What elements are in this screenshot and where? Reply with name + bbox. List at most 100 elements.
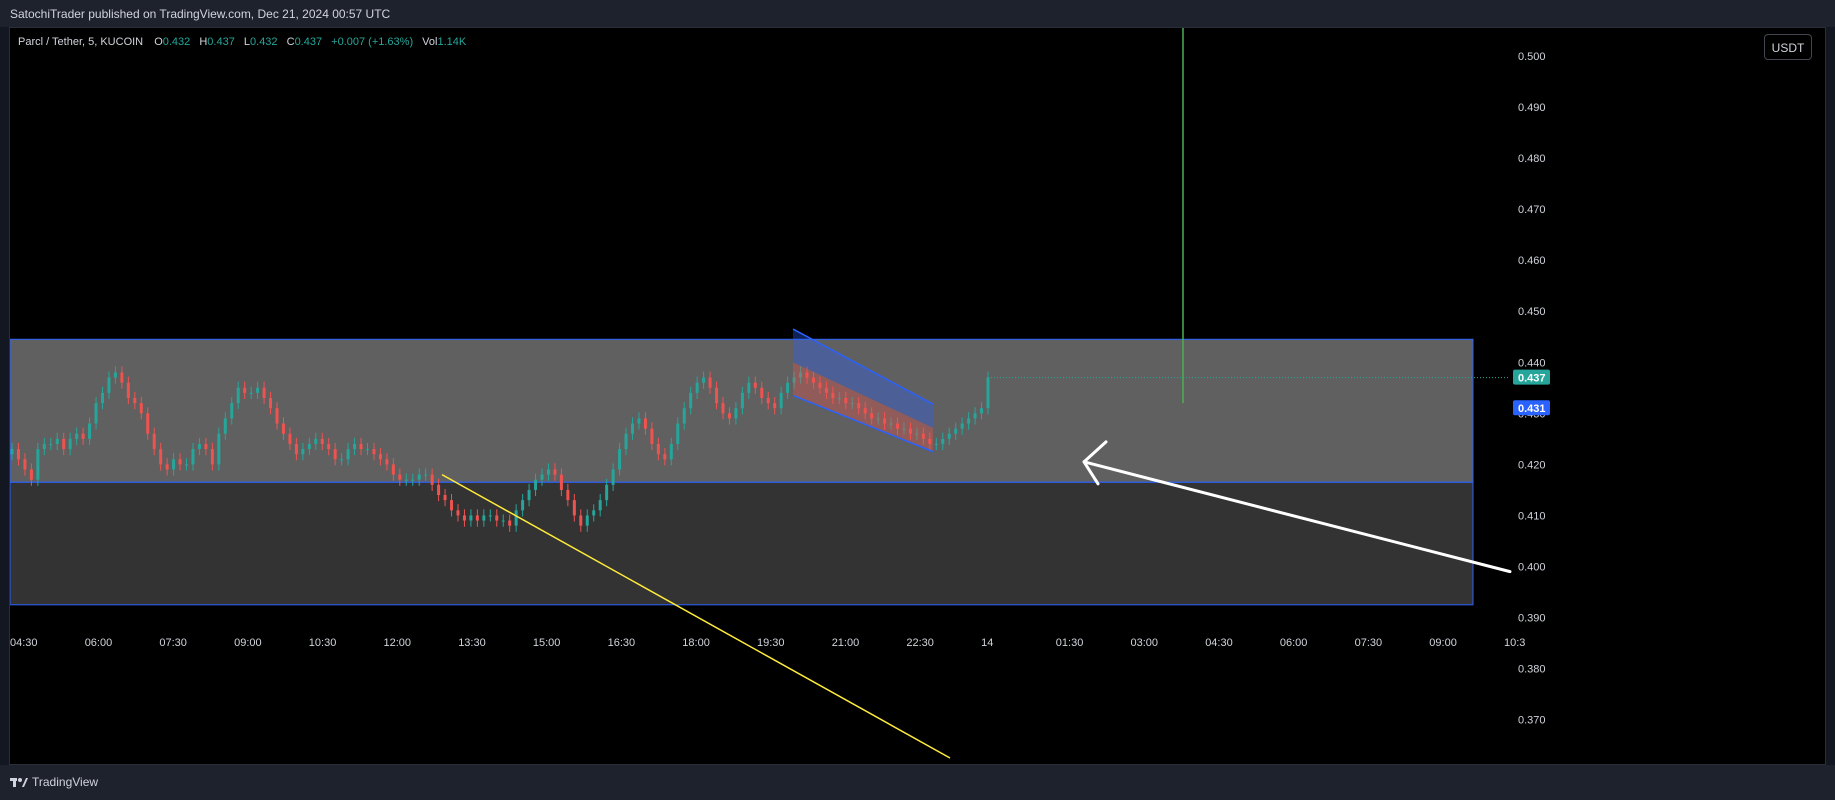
- candle-body: [760, 387, 764, 398]
- candle-body: [844, 398, 848, 404]
- publish-info: SatochiTrader published on TradingView.c…: [10, 7, 391, 21]
- candle-body: [450, 500, 454, 511]
- chart-pane[interactable]: Parcl / Tether, 5, KUCOIN O0.432 H0.437 …: [9, 27, 1826, 765]
- white-arrow-shaft[interactable]: [1082, 460, 1512, 574]
- candle-body: [185, 464, 189, 466]
- candle-body: [650, 428, 654, 444]
- candle-body: [689, 392, 693, 409]
- candle-body: [941, 438, 945, 444]
- current-price-badge: [1513, 369, 1550, 385]
- candle-body: [753, 382, 757, 388]
- time-tick-label: 18:00: [682, 637, 710, 649]
- candle-body: [437, 484, 441, 496]
- candle-body: [811, 377, 815, 383]
- close-label: C: [286, 36, 295, 48]
- candle-body: [172, 459, 176, 470]
- candle-body: [94, 403, 98, 424]
- price-tick-label: 0.410: [1518, 510, 1546, 522]
- candle-body: [23, 459, 27, 470]
- candle-body: [301, 449, 305, 455]
- time-tick-label: 12:00: [384, 637, 412, 649]
- flag-channel-lower-fill: [793, 362, 933, 452]
- white-arrow-head[interactable]: [1082, 440, 1108, 486]
- candle-body: [210, 449, 214, 465]
- candle-body: [353, 443, 357, 450]
- candle-body: [320, 438, 324, 444]
- flag-channel-upper-fill: [793, 329, 933, 428]
- candle-body: [81, 433, 85, 439]
- currency-button[interactable]: USDT: [1764, 34, 1812, 60]
- candle-body: [786, 382, 790, 393]
- open-label: O: [154, 36, 163, 48]
- candle-body: [236, 387, 240, 404]
- time-tick-label: 07:30: [159, 637, 187, 649]
- candle-body: [281, 423, 285, 434]
- publish-header-bar: SatochiTrader published on TradingView.c…: [0, 0, 1835, 27]
- lower-range-box[interactable]: [10, 481, 1474, 606]
- candle-body: [501, 520, 505, 522]
- price-tick-label: 0.500: [1518, 51, 1546, 63]
- candle-body: [178, 459, 182, 465]
- candle-body: [55, 438, 59, 444]
- candle-body: [269, 398, 273, 409]
- flag-channel-upper-line[interactable]: [792, 328, 934, 405]
- price-tick-label: 0.380: [1518, 664, 1546, 676]
- candle-body: [16, 449, 20, 460]
- candle-body: [10, 449, 14, 455]
- tradingview-label: TradingView: [32, 775, 99, 789]
- candle-body: [307, 443, 311, 450]
- candle-body: [824, 387, 828, 393]
- candle-body: [36, 449, 40, 480]
- candle-body: [508, 520, 512, 526]
- symbol-title[interactable]: Parcl / Tether, 5, KUCOIN: [18, 36, 144, 48]
- candle-body: [902, 428, 906, 430]
- price-tick-label: 0.470: [1518, 204, 1546, 216]
- candle-body: [702, 377, 706, 383]
- candle-body: [417, 474, 421, 480]
- candle-body: [656, 443, 660, 455]
- candle-body: [695, 382, 699, 393]
- candle-body: [365, 449, 369, 451]
- price-axis[interactable]: [1510, 28, 1826, 765]
- candle-body: [792, 377, 796, 383]
- time-tick-label: 16:30: [608, 637, 636, 649]
- candle-body: [540, 474, 544, 480]
- candle-body: [889, 423, 893, 425]
- candle-body: [133, 398, 137, 404]
- time-tick-label: 19:30: [757, 637, 785, 649]
- candle-body: [107, 377, 111, 393]
- time-tick-label: 09:00: [1429, 637, 1457, 649]
- ohlc-legend: Parcl / Tether, 5, KUCOIN O0.432 H0.437 …: [18, 36, 472, 48]
- candle-body: [230, 403, 234, 419]
- candle-body: [191, 449, 195, 465]
- candle-body: [837, 398, 841, 399]
- flag-channel-lower-line[interactable]: [792, 394, 934, 453]
- candle-body: [566, 489, 570, 501]
- tradingview-brand[interactable]: TradingView: [10, 775, 98, 789]
- candle-body: [49, 443, 53, 445]
- candle-body: [139, 403, 143, 414]
- candle-body: [243, 387, 247, 393]
- chart-plot[interactable]: 0.5000.4900.4800.4700.4600.4500.4400.430…: [10, 28, 1826, 765]
- candle-body: [947, 433, 951, 439]
- candle-body: [928, 438, 932, 444]
- high-value: 0.437: [207, 36, 235, 48]
- alt-price-badge: [1513, 400, 1550, 416]
- time-tick-label: 15:00: [533, 637, 561, 649]
- candle-body: [799, 372, 803, 378]
- candle-body: [850, 403, 854, 405]
- candle-body: [113, 372, 117, 378]
- candle-body: [779, 392, 783, 409]
- candle-body: [120, 372, 124, 383]
- time-tick-label: 04:30: [1205, 637, 1233, 649]
- candle-body: [159, 449, 163, 465]
- time-tick-label: 03:00: [1131, 637, 1159, 649]
- candle-body: [288, 433, 292, 444]
- yellow-trendline[interactable]: [441, 473, 951, 759]
- volume-label: Vol: [422, 36, 438, 48]
- candle-body: [126, 382, 130, 398]
- price-tick-label: 0.400: [1518, 562, 1546, 574]
- candle-body: [740, 392, 744, 409]
- candle-body: [973, 413, 977, 419]
- upper-range-box[interactable]: [10, 338, 1474, 483]
